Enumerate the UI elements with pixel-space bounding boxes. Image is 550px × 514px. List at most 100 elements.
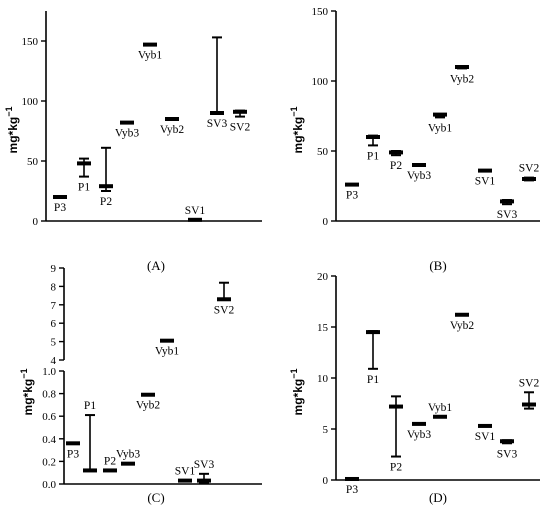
y-tick-label: 100 <box>312 76 329 88</box>
mean-marker <box>412 421 426 426</box>
y-tick-label: 0.8 <box>42 389 56 401</box>
y-axis-label: mg*kg−1 <box>289 107 305 154</box>
panel-caption: (D) <box>429 490 447 505</box>
y-tick-label: 8 <box>51 281 57 293</box>
data-point-vyb2: Vyb2 <box>160 117 185 136</box>
mean-marker <box>210 111 224 115</box>
mean-marker <box>478 423 492 428</box>
data-point-sv3: SV3 <box>194 459 214 484</box>
panel-b: 0 50 100 150 mg*kg−1 P3 P1 P2 Vyb3 Vyb1 Vyb2 SV1 SV3… <box>289 6 540 273</box>
mean-marker <box>522 402 536 407</box>
mean-marker <box>433 414 447 419</box>
y-tick-label: 0 <box>33 216 39 228</box>
mean-marker <box>188 217 202 222</box>
data-point-sv2: SV2 <box>214 281 235 316</box>
point-label: P1 <box>78 182 90 194</box>
data-point-sv1: SV1 <box>175 466 195 483</box>
data-point-sv2: SV2 <box>519 163 540 182</box>
y-tick-label: 0.2 <box>42 456 56 468</box>
mean-marker <box>455 65 469 69</box>
mean-marker <box>500 439 514 444</box>
y-tick-label: 50 <box>317 146 329 158</box>
mean-marker <box>433 112 447 117</box>
data-point-sv1: SV1 <box>185 205 206 222</box>
y-tick-label: 6 <box>51 318 57 330</box>
point-label: P1 <box>84 400 96 412</box>
point-label: P2 <box>104 455 116 467</box>
y-tick-label: 15 <box>317 322 329 334</box>
y-axis-label: mg*kg−1 <box>19 369 35 416</box>
data-point-vyb1: Vyb1 <box>428 402 453 419</box>
y-tick-label: 4 <box>51 355 57 367</box>
data-point-p3: P3 <box>345 182 359 202</box>
point-label: P2 <box>390 160 402 172</box>
mean-marker <box>345 182 359 187</box>
y-axis-label: mg*kg−1 <box>4 107 20 154</box>
data-point-sv2: SV2 <box>230 109 250 134</box>
y-tick-label: 150 <box>22 36 39 48</box>
data-point-vyb1: Vyb1 <box>155 338 179 358</box>
data-point-p2: P2 <box>389 150 403 172</box>
mean-marker <box>160 338 174 343</box>
mean-marker <box>103 468 117 473</box>
data-point-sv3: SV3 <box>497 199 518 221</box>
data-point-p1: P1 <box>366 134 380 162</box>
point-label: Vyb2 <box>160 124 185 136</box>
y-axis-label-text: mg*kg <box>6 117 20 154</box>
data-point-p1: P1 <box>83 400 97 473</box>
data-point-p2: P2 <box>99 146 113 208</box>
mean-marker <box>389 150 403 155</box>
y-tick-label: 0.0 <box>42 479 56 491</box>
point-label: SV2 <box>519 163 540 175</box>
point-label: P3 <box>67 448 79 460</box>
y-axis-label-superscript: −1 <box>19 369 29 379</box>
data-point-p3: P3 <box>53 195 67 214</box>
mean-marker <box>120 120 134 125</box>
panel-caption: (C) <box>147 490 164 505</box>
mean-marker <box>366 330 380 335</box>
y-tick-label: 150 <box>312 6 329 18</box>
y-axis-label-superscript: −1 <box>289 107 299 117</box>
mean-marker <box>478 168 492 173</box>
point-label: SV3 <box>497 209 518 221</box>
data-point-p1: P1 <box>366 330 380 386</box>
y-axis-label-text: mg*kg <box>291 379 305 416</box>
mean-marker <box>121 461 135 466</box>
mean-marker <box>500 199 514 204</box>
point-label: Vyb2 <box>450 73 475 85</box>
mean-marker <box>233 109 247 114</box>
point-label: Vyb1 <box>428 122 453 134</box>
data-point-vyb2: Vyb2 <box>136 392 161 412</box>
point-label: P3 <box>346 484 358 496</box>
point-label: SV3 <box>497 448 518 460</box>
data-point-vyb3: Vyb3 <box>115 120 139 140</box>
data-point-sv2: SV2 <box>519 377 539 410</box>
data-point-p3: P3 <box>66 441 80 460</box>
point-label: Vyb1 <box>428 402 453 414</box>
y-axis-label-superscript: −1 <box>4 107 14 117</box>
point-label: SV1 <box>185 205 206 217</box>
mean-marker <box>389 404 403 409</box>
data-point-vyb3: Vyb3 <box>407 163 431 182</box>
mean-marker <box>143 42 157 47</box>
data-point-sv1: SV1 <box>475 168 495 188</box>
point-label: P2 <box>390 462 402 474</box>
mean-marker <box>66 441 80 446</box>
point-label: Vyb3 <box>116 449 141 461</box>
point-label: SV2 <box>214 304 235 316</box>
mean-marker <box>83 468 97 473</box>
y-tick-label: 0 <box>323 216 329 228</box>
data-point-p2: P2 <box>389 395 403 474</box>
data-point-vyb3: Vyb3 <box>116 449 141 466</box>
data-point-p1: P1 <box>77 157 91 194</box>
point-label: SV1 <box>475 431 496 443</box>
y-tick-label: 5 <box>323 424 329 436</box>
y-tick-label: 1.0 <box>42 366 56 378</box>
point-label: Vyb2 <box>136 400 161 412</box>
mean-marker <box>141 392 155 397</box>
point-label: P3 <box>54 202 66 214</box>
point-label: P2 <box>100 196 112 208</box>
data-point-sv3: SV3 <box>497 439 518 460</box>
data-point-vyb2: Vyb2 <box>450 312 474 332</box>
